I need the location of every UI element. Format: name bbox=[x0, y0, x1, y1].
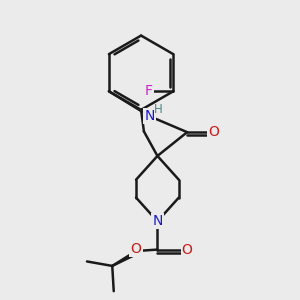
Text: N: N bbox=[144, 109, 155, 123]
Text: F: F bbox=[145, 84, 153, 98]
Text: N: N bbox=[152, 214, 163, 228]
Text: H: H bbox=[154, 103, 163, 116]
Text: O: O bbox=[182, 243, 193, 256]
Text: O: O bbox=[208, 125, 219, 139]
Text: O: O bbox=[130, 242, 142, 256]
